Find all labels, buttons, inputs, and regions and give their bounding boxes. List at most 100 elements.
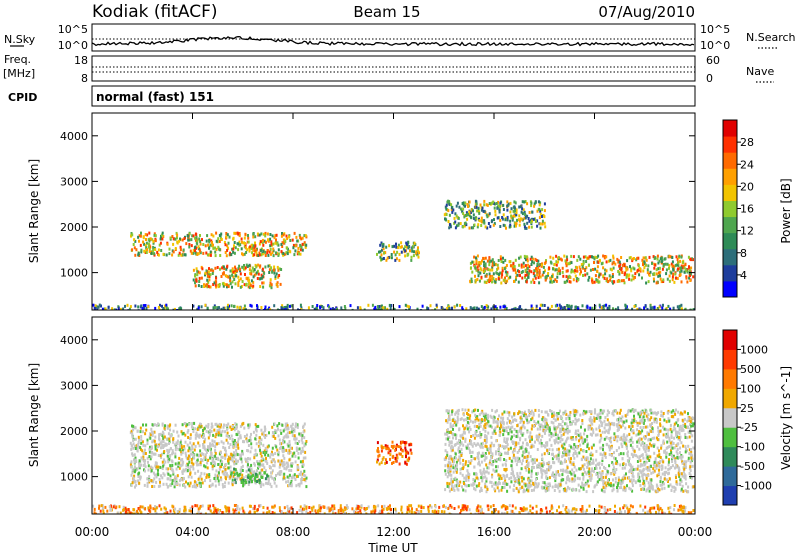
- heatmap-cell: [372, 509, 375, 513]
- heatmap-cell: [202, 243, 205, 246]
- heatmap-cell: [220, 238, 223, 241]
- heatmap-cell: [541, 208, 544, 212]
- heatmap-cell: [152, 439, 155, 443]
- heatmap-cell: [527, 272, 530, 276]
- heatmap-cell: [479, 261, 482, 265]
- heatmap-cell: [381, 457, 384, 461]
- heatmap-cell: [554, 483, 557, 487]
- heatmap-cell: [688, 452, 691, 456]
- date-title: 07/Aug/2010: [598, 3, 695, 21]
- heatmap-cell: [231, 280, 234, 284]
- heatmap-cell: [98, 504, 101, 508]
- heatmap-cell: [270, 286, 273, 290]
- heatmap-cell: [207, 458, 210, 462]
- heatmap-cell: [477, 509, 480, 513]
- heatmap-cell: [155, 512, 158, 514]
- heatmap-cell: [674, 272, 677, 276]
- heatmap-cell: [638, 415, 641, 419]
- heatmap-cell: [194, 249, 196, 253]
- heatmap-cell: [624, 463, 627, 467]
- heatmap-cell: [208, 275, 211, 278]
- heatmap-cell: [447, 411, 450, 415]
- freq-unit: [MHz]: [3, 67, 35, 80]
- heatmap-cell: [391, 245, 394, 249]
- heatmap-cell: [689, 274, 691, 277]
- heatmap-cell: [544, 269, 546, 273]
- heatmap-cell: [579, 268, 582, 271]
- heatmap-cell: [152, 239, 155, 243]
- heatmap-cell: [276, 284, 279, 288]
- heatmap-cell: [248, 424, 251, 428]
- heatmap-cell: [296, 423, 299, 427]
- heatmap-cell: [522, 506, 525, 510]
- heatmap-cell: [229, 469, 232, 473]
- heatmap-cell: [248, 477, 251, 480]
- heatmap-cell: [264, 254, 267, 257]
- heatmap-cell: [469, 261, 472, 265]
- heatmap-cell: [139, 477, 142, 481]
- heatmap-cell: [624, 271, 627, 275]
- heatmap-cell: [405, 462, 408, 466]
- heatmap-cell: [477, 274, 480, 278]
- heatmap-cell: [408, 443, 411, 447]
- heatmap-cell: [553, 473, 556, 477]
- heatmap-cell: [154, 445, 157, 449]
- heatmap-cell: [219, 254, 222, 257]
- heatmap-cell: [292, 430, 294, 434]
- heatmap-cell: [287, 476, 290, 480]
- heatmap-cell: [688, 268, 691, 272]
- heatmap-cell: [183, 512, 186, 514]
- heatmap-cell: [521, 200, 524, 204]
- heatmap-cell: [427, 509, 430, 513]
- heatmap-cell: [328, 305, 331, 309]
- heatmap-cell: [344, 507, 347, 511]
- heatmap-cell: [601, 459, 604, 463]
- heatmap-cell: [183, 469, 186, 473]
- heatmap-cell: [271, 251, 274, 255]
- heatmap-cell: [227, 285, 230, 288]
- heatmap-cell: [283, 466, 286, 470]
- heatmap-cell: [648, 273, 651, 277]
- heatmap-cell: [397, 246, 400, 250]
- heatmap-cell: [295, 484, 298, 488]
- heatmap-cell: [300, 438, 303, 442]
- heatmap-cell: [515, 277, 517, 281]
- heatmap-cell: [161, 467, 164, 470]
- heatmap-cell: [183, 422, 186, 425]
- heatmap-cell: [476, 509, 479, 513]
- heatmap-cell: [551, 280, 554, 284]
- heatmap-cell: [644, 256, 647, 260]
- heatmap-cell: [684, 262, 687, 266]
- heatmap-cell: [598, 303, 601, 307]
- heatmap-cell: [243, 236, 246, 240]
- heatmap-cell: [411, 246, 414, 250]
- heatmap-cell: [305, 485, 308, 489]
- heatmap-cell: [168, 442, 170, 445]
- heatmap-cell: [611, 412, 614, 416]
- heatmap-cell: [219, 234, 222, 238]
- heatmap-cell: [171, 512, 174, 514]
- heatmap-cell: [197, 510, 200, 514]
- heatmap-cell: [119, 307, 122, 310]
- heatmap-cell: [181, 472, 184, 475]
- heatmap-cell: [524, 264, 527, 268]
- heatmap-cell: [384, 461, 387, 465]
- heatmap-cell: [209, 484, 212, 488]
- heatmap-cell: [526, 202, 529, 206]
- heatmap-cell: [383, 251, 385, 255]
- cpid-value: normal (fast) 151: [96, 90, 214, 104]
- heatmap-cell: [370, 510, 373, 514]
- heatmap-cell: [178, 509, 181, 513]
- heatmap-cell: [292, 246, 295, 250]
- heatmap-cell: [245, 475, 248, 478]
- heatmap-cell: [522, 490, 525, 494]
- heatmap-cell: [501, 511, 503, 514]
- heatmap-cell: [170, 466, 173, 469]
- heatmap-cell: [216, 508, 219, 512]
- heatmap-cell: [374, 509, 377, 513]
- heatmap-cell: [188, 446, 191, 450]
- heatmap-cell: [270, 485, 273, 489]
- nsky-tick-low: 10^0: [58, 39, 88, 52]
- heatmap-cell: [274, 277, 277, 280]
- heatmap-cell: [500, 275, 503, 279]
